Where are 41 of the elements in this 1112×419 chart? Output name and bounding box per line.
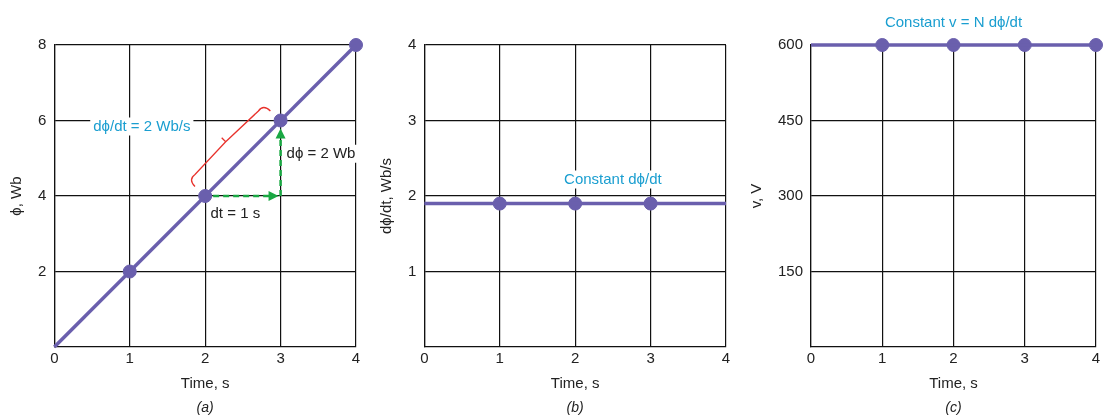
x-tick-label: 3 [1020,349,1029,367]
x-axis-title: Time, s [550,374,600,392]
y-tick-label: 4 [408,35,417,53]
annotation: dt = 1 s [210,204,261,222]
y-tick-label: 2 [38,261,47,279]
annotation: dϕ = 2 Wb [286,143,356,161]
x-tick-label: 4 [351,349,361,367]
x-tick-label: 4 [1091,349,1101,367]
x-tick-label: 1 [495,349,504,367]
text: (b) [566,398,584,415]
annotation: Constant dϕ/dt [564,169,663,187]
y-tick-label: 6 [38,110,47,128]
x-axis-title: Time, s [929,374,978,392]
y-tick-label: 2 [408,186,417,204]
y-tick-label: 3 [408,110,417,128]
text: (a) [196,398,214,415]
x-tick-label: 1 [878,349,887,367]
x-tick-label: 0 [50,349,59,367]
y-tick-label: 150 [778,261,804,279]
x-tick-label: 0 [420,349,429,367]
x-tick-label: 3 [276,349,285,367]
x-tick-label: 4 [721,349,731,367]
x-tick-label: 3 [646,349,655,367]
y-axis-title: dϕ/dt, Wb/s [377,158,395,234]
y-tick-label: 450 [778,110,804,128]
annotation: Constant v = N dϕ/dt [884,13,1023,31]
x-axis-title: Time, s [180,374,230,392]
x-tick-label: 2 [571,349,580,367]
annotation: dϕ/dt = 2 Wb/s [93,116,191,134]
y-axis-title: ϕ, Wb [7,176,25,216]
x-tick-label: 2 [949,349,958,367]
x-tick-label: 0 [806,349,816,367]
y-tick-label: 600 [778,35,804,53]
text: (c) [945,398,962,415]
y-tick-label: 8 [38,35,47,53]
y-tick-label: 4 [38,186,47,204]
y-axis-title: v, V [747,183,765,209]
y-tick-label: 300 [778,186,804,204]
x-tick-label: 2 [201,349,210,367]
y-tick-label: 1 [408,261,417,279]
x-tick-label: 1 [125,349,134,367]
